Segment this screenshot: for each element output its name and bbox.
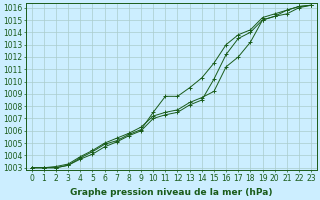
X-axis label: Graphe pression niveau de la mer (hPa): Graphe pression niveau de la mer (hPa) bbox=[70, 188, 273, 197]
